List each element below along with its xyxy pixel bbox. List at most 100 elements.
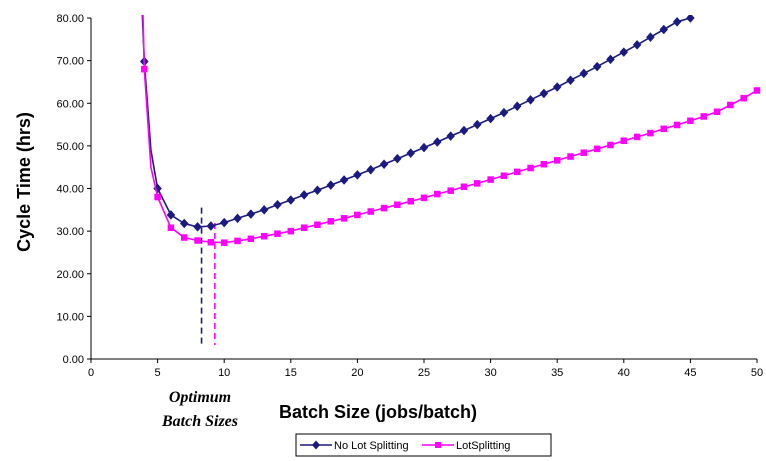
data-point-no-lot-splitting xyxy=(233,213,242,224)
data-point-lot-splitting xyxy=(407,198,414,205)
data-point-lot-splitting xyxy=(340,215,348,222)
data-point-no-lot-splitting xyxy=(459,125,469,136)
data-point-no-lot-splitting xyxy=(686,15,695,23)
x-tick-label: 0 xyxy=(88,367,94,379)
data-point-lot-splitting xyxy=(753,87,761,94)
data-point-no-lot-splitting xyxy=(193,221,202,232)
data-point-lot-splitting xyxy=(700,113,707,120)
y-tick-label: 80.00 xyxy=(56,13,84,25)
data-point-no-lot-splitting xyxy=(339,175,349,185)
data-point-lot-splitting xyxy=(647,129,654,137)
data-point-lot-splitting xyxy=(474,180,481,187)
data-point-no-lot-splitting xyxy=(166,210,176,220)
x-tick-label: 20 xyxy=(351,367,363,379)
data-point-lot-splitting xyxy=(727,101,734,109)
data-point-lot-splitting xyxy=(354,211,361,219)
y-tick-label: 50.00 xyxy=(56,141,84,153)
series-layer xyxy=(139,15,761,246)
data-point-no-lot-splitting xyxy=(526,94,535,105)
x-tick-label: 50 xyxy=(751,367,763,379)
data-point-no-lot-splitting xyxy=(659,24,669,35)
data-point-no-lot-splitting xyxy=(592,61,602,72)
data-point-no-lot-splitting xyxy=(579,68,589,79)
y-tick-label: 70.00 xyxy=(56,56,84,68)
data-point-no-lot-splitting xyxy=(406,148,416,158)
data-point-lot-splitting xyxy=(687,117,694,124)
data-point-no-lot-splitting xyxy=(432,137,442,147)
data-point-no-lot-splitting xyxy=(539,88,549,99)
legend-label-no-lot-splitting: No Lot Splitting xyxy=(334,440,409,452)
data-point-no-lot-splitting xyxy=(353,169,362,180)
x-axis-title: Batch Size (jobs/batch) xyxy=(279,402,477,422)
y-tick-label: 10.00 xyxy=(56,311,84,323)
data-point-lot-splitting xyxy=(487,176,494,183)
annotation-optimum: Optimum xyxy=(169,389,231,406)
data-point-no-lot-splitting xyxy=(246,209,256,219)
data-point-lot-splitting xyxy=(713,108,721,116)
data-point-lot-splitting xyxy=(180,234,188,241)
data-point-no-lot-splitting xyxy=(606,54,615,65)
data-point-no-lot-splitting xyxy=(273,199,282,210)
annotation-batch-sizes: Batch Sizes xyxy=(161,413,238,430)
data-point-lot-splitting xyxy=(287,227,295,235)
data-point-lot-splitting xyxy=(247,235,255,243)
data-point-no-lot-splitting xyxy=(313,185,322,196)
x-tick-label: 15 xyxy=(285,367,297,379)
data-point-lot-splitting xyxy=(447,187,454,194)
data-point-lot-splitting xyxy=(234,237,241,245)
axes: 0.00 10.00 20.00 30.00 40.00 50.00 60.00 70.00 8… xyxy=(56,13,763,379)
data-point-lot-splitting xyxy=(673,121,681,129)
data-point-no-lot-splitting xyxy=(326,180,336,190)
data-point-lot-splitting xyxy=(274,230,281,237)
x-tick-label: 35 xyxy=(551,367,563,379)
data-point-lot-splitting xyxy=(434,190,441,198)
data-point-no-lot-splitting xyxy=(299,190,309,200)
data-point-no-lot-splitting xyxy=(472,119,482,130)
data-point-lot-splitting xyxy=(260,232,268,240)
data-point-lot-splitting xyxy=(194,237,201,244)
data-point-no-lot-splitting xyxy=(619,47,629,57)
data-point-no-lot-splitting xyxy=(646,32,655,43)
data-point-lot-splitting xyxy=(513,168,521,176)
x-tick-label: 25 xyxy=(418,367,430,379)
y-tick-label: 40.00 xyxy=(56,184,84,196)
data-point-lot-splitting xyxy=(500,172,508,179)
data-point-no-lot-splitting xyxy=(206,221,216,231)
data-point-lot-splitting xyxy=(620,137,628,145)
data-point-lot-splitting xyxy=(593,145,601,153)
y-axis-title: Cycle Time (hrs) xyxy=(14,112,34,252)
x-tick-label: 10 xyxy=(218,367,230,379)
data-point-lot-splitting xyxy=(420,194,428,202)
data-point-no-lot-splitting xyxy=(486,113,495,124)
data-point-no-lot-splitting xyxy=(179,218,189,229)
legend-marker-square xyxy=(435,442,441,448)
x-tick-label: 45 xyxy=(684,367,696,379)
data-point-lot-splitting xyxy=(540,160,548,168)
data-point-no-lot-splitting xyxy=(366,164,376,175)
y-tick-label: 20.00 xyxy=(56,269,84,281)
legend-label-lot-splitting: LotSplitting xyxy=(456,440,510,452)
x-tick-label: 30 xyxy=(484,367,496,379)
data-point-lot-splitting xyxy=(207,238,215,246)
data-point-lot-splitting xyxy=(314,221,321,228)
data-point-lot-splitting xyxy=(553,157,561,164)
data-point-no-lot-splitting xyxy=(566,75,575,86)
data-point-no-lot-splitting xyxy=(393,153,402,164)
data-point-lot-splitting xyxy=(167,224,175,231)
data-point-lot-splitting xyxy=(580,149,588,156)
data-point-no-lot-splitting xyxy=(419,142,429,153)
data-point-lot-splitting xyxy=(367,208,374,215)
data-point-no-lot-splitting xyxy=(672,16,682,27)
data-point-lot-splitting xyxy=(460,183,468,191)
data-point-no-lot-splitting xyxy=(219,217,229,228)
data-point-lot-splitting xyxy=(300,224,308,231)
data-point-lot-splitting xyxy=(633,133,641,141)
data-point-lot-splitting xyxy=(660,125,668,133)
data-point-no-lot-splitting xyxy=(499,107,509,118)
data-point-lot-splitting xyxy=(141,65,148,73)
data-point-no-lot-splitting xyxy=(632,39,642,50)
data-point-lot-splitting xyxy=(154,193,161,201)
data-point-lot-splitting xyxy=(220,239,228,246)
